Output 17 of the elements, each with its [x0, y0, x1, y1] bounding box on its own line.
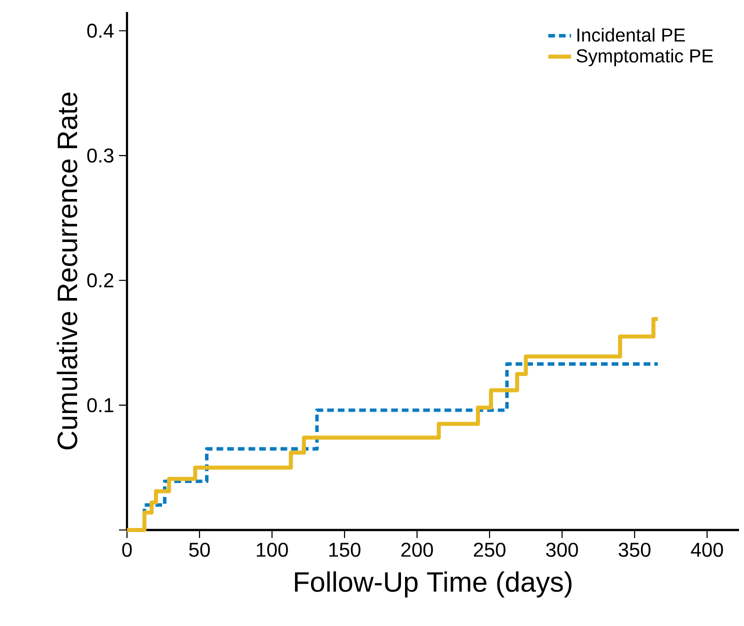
y-tick-label: 0.3 [87, 148, 114, 163]
legend-label: Symptomatic PE [576, 48, 713, 66]
x-tick-label: 250 [474, 542, 506, 557]
y-tick-label: 0.4 [87, 24, 114, 38]
x-tick-label: 200 [401, 542, 433, 557]
x-tick-label: 0 [122, 542, 132, 557]
x-tick-label: 400 [690, 542, 723, 557]
x-tick-label: 50 [189, 542, 210, 557]
y-axis-title: Cumulative Recurrence Rate [56, 92, 78, 450]
x-axis-title: Follow-Up Time (days) [295, 571, 572, 598]
x-tick-label: 350 [618, 542, 650, 557]
x-tick-label: 150 [329, 542, 360, 557]
y-tick-label: 0.1 [87, 398, 114, 412]
y-tick-label: 0.2 [87, 273, 114, 288]
legend-label: Incidental PE [577, 28, 685, 42]
x-tick-label: 300 [546, 542, 578, 557]
x-tick-label: 100 [256, 542, 288, 557]
